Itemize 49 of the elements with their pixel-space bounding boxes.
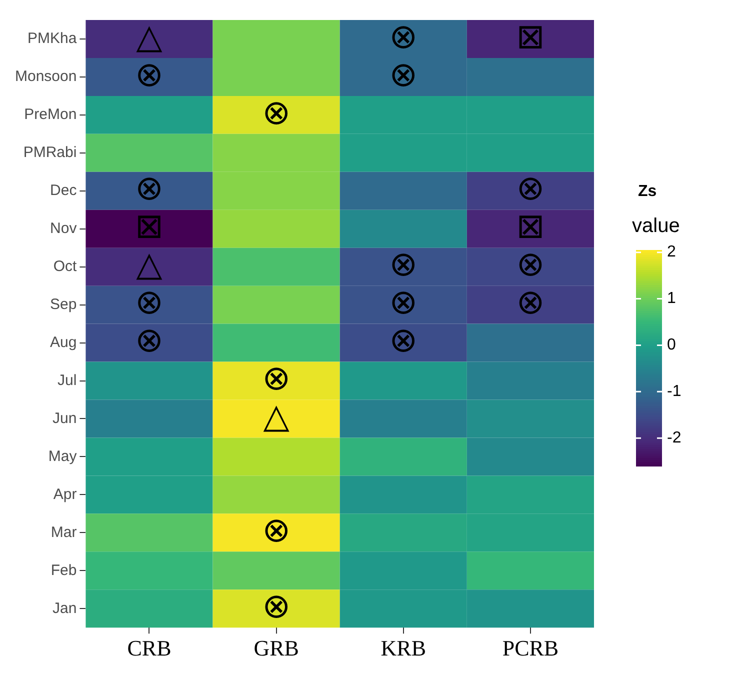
data-label: ⊗	[516, 168, 545, 209]
data-label: △	[136, 244, 164, 285]
y-tick-label: May	[48, 448, 78, 465]
y-tick-label: Aug	[50, 334, 77, 351]
color-bar-label: 1	[667, 290, 676, 308]
data-label: ⊗	[262, 92, 291, 133]
x-tick-label: KRB	[380, 636, 426, 661]
color-bar-label: -2	[667, 430, 682, 447]
data-label: ⊗	[134, 54, 164, 95]
data-label: ⊠	[516, 206, 545, 247]
data-label: ⊗	[262, 358, 291, 399]
y-tick-label: Mar	[50, 524, 77, 541]
data-label: ⊗	[389, 16, 418, 57]
data-label: ⊗	[134, 282, 164, 323]
data-label: ⊗	[389, 244, 418, 285]
y-tick-label: Dec	[50, 182, 78, 200]
y-tick-label: Monsoon	[14, 68, 77, 86]
color-bar-label: 0	[667, 336, 676, 354]
data-label: ⊗	[389, 282, 418, 323]
data-label: ⊗	[262, 510, 291, 550]
legend-title: Zs	[638, 183, 657, 200]
data-label: ⊠	[134, 206, 164, 247]
y-tick-label: Oct	[53, 258, 78, 275]
x-tick-label: GRB	[254, 636, 299, 661]
data-label: ⊗	[516, 244, 545, 285]
data-label: ⊗	[134, 320, 164, 361]
y-tick-label: Nov	[50, 220, 78, 238]
y-tick-label: Feb	[50, 562, 77, 579]
x-tick-label: PCRB	[502, 636, 559, 661]
y-tick-label: Sep	[50, 296, 77, 313]
data-label: ⊗	[134, 168, 164, 209]
data-label: ⊗	[516, 282, 545, 323]
y-tick-label: Jul	[58, 372, 77, 389]
color-bar-label: 2	[667, 244, 676, 261]
data-label: ⊗	[389, 54, 418, 95]
data-label: ⊗	[389, 320, 418, 361]
y-tick-label: PMKha	[28, 30, 78, 48]
y-tick-label: PreMon	[24, 106, 77, 124]
color-bar-title: value	[632, 215, 680, 237]
y-tick-label: Apr	[53, 486, 77, 503]
y-tick-label: Jun	[52, 410, 77, 427]
data-label: △	[136, 16, 164, 57]
color-bar-label: -1	[667, 383, 682, 400]
y-tick-label: Jan	[52, 600, 77, 617]
x-tick-label: CRB	[127, 636, 172, 661]
y-tick-label: PMRabi	[23, 144, 77, 162]
data-label: ⊗	[262, 586, 291, 626]
data-label: △	[263, 396, 290, 437]
data-label: ⊠	[516, 16, 545, 57]
